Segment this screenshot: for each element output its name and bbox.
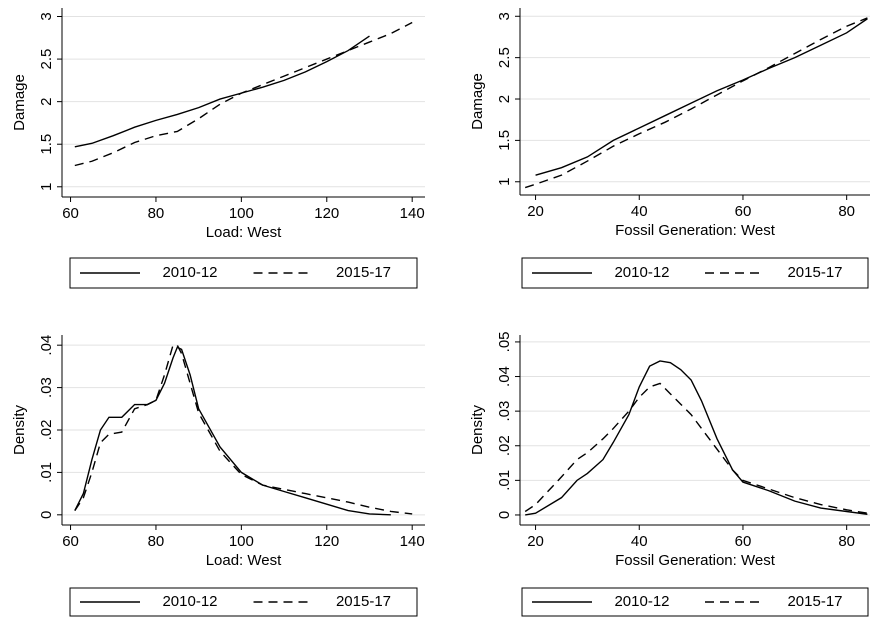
legend-label: 2010-12 bbox=[162, 264, 217, 281]
y-tick-label: 3 bbox=[496, 12, 513, 20]
x-tick-label: 20 bbox=[527, 203, 544, 220]
legend-label: 2015-17 bbox=[336, 264, 391, 281]
x-axis-title: Load: West bbox=[206, 224, 282, 241]
x-tick-label: 20 bbox=[527, 533, 544, 550]
y-tick-label: .03 bbox=[38, 377, 55, 398]
panel: 0 .01 .02 .03 .04 60 80 100 120 140 Load: West Dens… bbox=[11, 335, 425, 617]
y-tick-label: .04 bbox=[496, 366, 513, 387]
x-tick-label: 120 bbox=[314, 205, 339, 222]
series-line bbox=[525, 360, 868, 516]
y-tick-label: 3 bbox=[38, 12, 55, 20]
y-axis-title: Density bbox=[469, 404, 486, 455]
x-tick-label: 60 bbox=[735, 533, 752, 550]
y-tick-label: 0 bbox=[38, 511, 55, 519]
y-tick-label: 1.5 bbox=[38, 134, 55, 155]
legend-label: 2010-12 bbox=[162, 593, 217, 610]
y-tick-label: 2.5 bbox=[38, 49, 55, 70]
x-axis-title: Load: West bbox=[206, 552, 282, 569]
series-line bbox=[524, 17, 868, 189]
series-line bbox=[74, 35, 370, 148]
y-axis-title: Damage bbox=[11, 74, 28, 131]
y-tick-label: .02 bbox=[38, 420, 55, 441]
legend-label: 2015-17 bbox=[787, 264, 842, 281]
y-tick-label: 1.5 bbox=[496, 130, 513, 151]
y-tick-label: 2 bbox=[496, 95, 513, 103]
legend-label: 2015-17 bbox=[336, 593, 391, 610]
y-axis-title: Density bbox=[11, 404, 28, 455]
x-tick-label: 80 bbox=[838, 533, 855, 550]
x-tick-label: 80 bbox=[148, 205, 165, 222]
x-tick-label: 100 bbox=[229, 205, 254, 222]
x-tick-label: 80 bbox=[838, 203, 855, 220]
legend-label: 2010-12 bbox=[614, 264, 669, 281]
y-tick-label: .04 bbox=[38, 335, 55, 356]
x-tick-label: 80 bbox=[148, 533, 165, 550]
x-tick-label: 40 bbox=[631, 203, 648, 220]
x-tick-label: 120 bbox=[314, 533, 339, 550]
y-tick-label: .02 bbox=[496, 435, 513, 456]
panel: 0 .01 .02 .03 .04 .05 20 40 60 80 Fossil Generatio… bbox=[469, 331, 870, 617]
y-tick-label: 2 bbox=[38, 97, 55, 105]
x-tick-label: 60 bbox=[735, 203, 752, 220]
x-tick-label: 140 bbox=[400, 205, 425, 222]
legend-label: 2010-12 bbox=[614, 593, 669, 610]
x-tick-label: 100 bbox=[229, 533, 254, 550]
panel: 1 1.5 2 2.5 3 20 40 60 80 Fossil Generation: West… bbox=[469, 8, 870, 289]
y-tick-label: 1 bbox=[38, 183, 55, 191]
y-tick-label: .03 bbox=[496, 401, 513, 422]
y-axis-title: Damage bbox=[469, 73, 486, 130]
x-tick-label: 140 bbox=[400, 533, 425, 550]
legend-label: 2015-17 bbox=[787, 593, 842, 610]
x-tick-label: 40 bbox=[631, 533, 648, 550]
series-line bbox=[524, 382, 868, 514]
y-tick-label: 1 bbox=[496, 178, 513, 186]
x-axis-title: Fossil Generation: West bbox=[615, 222, 776, 239]
y-tick-label: .05 bbox=[496, 331, 513, 352]
series-line bbox=[74, 21, 413, 167]
y-tick-label: 0 bbox=[496, 511, 513, 519]
x-tick-label: 60 bbox=[62, 205, 79, 222]
x-tick-label: 60 bbox=[62, 533, 79, 550]
series-line bbox=[74, 346, 391, 516]
panel: 1 1.5 2 2.5 3 60 80 100 120 140 Load: West Damage 20… bbox=[11, 8, 425, 289]
y-tick-label: 2.5 bbox=[496, 47, 513, 68]
series-line bbox=[535, 18, 868, 176]
x-axis-title: Fossil Generation: West bbox=[615, 552, 776, 569]
y-tick-label: .01 bbox=[496, 470, 513, 491]
y-tick-label: .01 bbox=[38, 462, 55, 483]
